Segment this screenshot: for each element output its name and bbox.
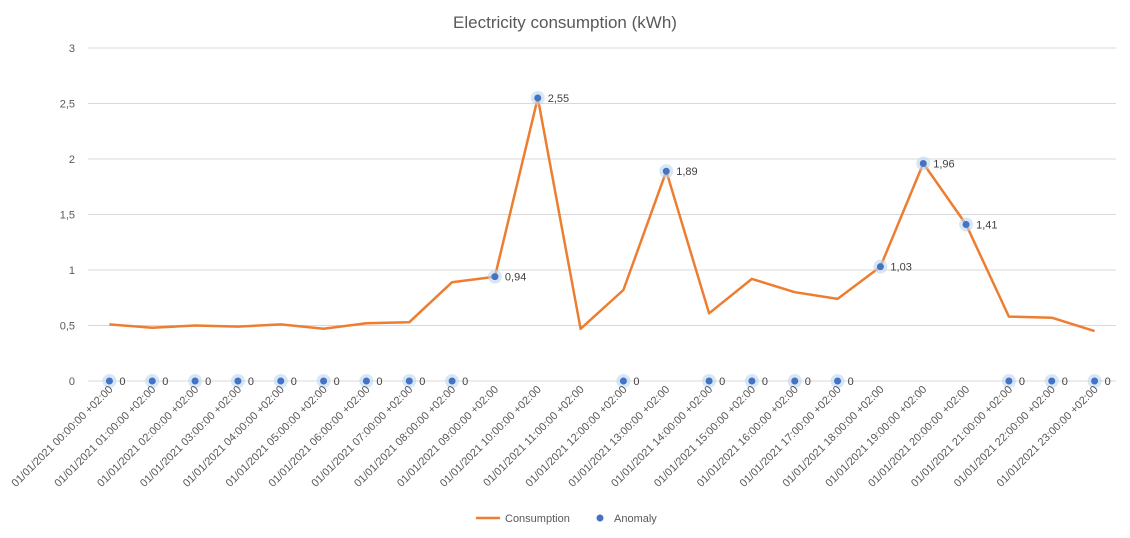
anomaly-data-label: 1,41 bbox=[976, 219, 997, 231]
y-tick-label: 2,5 bbox=[60, 99, 75, 111]
anomaly-point bbox=[1005, 377, 1013, 385]
anomaly-point bbox=[491, 273, 499, 281]
anomaly-point bbox=[448, 377, 456, 385]
anomaly-data-label: 0 bbox=[762, 376, 768, 388]
y-axis-tick-labels: 0 0,5 1 1,5 2 2,5 3 bbox=[60, 43, 75, 388]
anomaly-point bbox=[1048, 377, 1056, 385]
chart-title: Electricity consumption (kWh) bbox=[453, 13, 677, 32]
anomaly-data-label: 0 bbox=[1105, 376, 1111, 388]
consumption-series bbox=[109, 96, 1095, 333]
anomaly-point bbox=[919, 159, 927, 167]
anomaly-data-label: 0 bbox=[119, 376, 125, 388]
anomaly-point bbox=[277, 377, 285, 385]
anomaly-data-label: 1,89 bbox=[676, 166, 697, 178]
anomaly-data-label: 0 bbox=[633, 376, 639, 388]
legend-consumption-label: Consumption bbox=[505, 513, 570, 525]
legend: Consumption Anomaly bbox=[476, 513, 657, 525]
anomaly-point bbox=[148, 377, 156, 385]
anomaly-data-label: 2,55 bbox=[548, 93, 569, 105]
anomaly-point bbox=[534, 94, 542, 102]
y-tick-label: 3 bbox=[69, 43, 75, 55]
consumption-line bbox=[109, 96, 1095, 333]
anomaly-data-label: 0 bbox=[462, 376, 468, 388]
anomaly-data-label: 0 bbox=[376, 376, 382, 388]
anomaly-data-label: 0 bbox=[1062, 376, 1068, 388]
y-tick-label: 1,5 bbox=[60, 210, 75, 222]
anomaly-point bbox=[105, 377, 113, 385]
anomaly-point bbox=[405, 377, 413, 385]
anomaly-data-label: 1,96 bbox=[933, 158, 954, 170]
anomaly-point bbox=[748, 377, 756, 385]
anomaly-series bbox=[102, 90, 1102, 388]
anomaly-point bbox=[962, 220, 970, 228]
y-tick-label: 0 bbox=[69, 376, 75, 388]
anomaly-point bbox=[320, 377, 328, 385]
anomaly-data-label: 0 bbox=[162, 376, 168, 388]
anomaly-data-label: 0 bbox=[334, 376, 340, 388]
anomaly-data-label: 0,94 bbox=[505, 272, 526, 284]
anomaly-point bbox=[234, 377, 242, 385]
y-tick-label: 0,5 bbox=[60, 321, 75, 333]
anomaly-data-label: 0 bbox=[1019, 376, 1025, 388]
anomaly-data-label: 0 bbox=[719, 376, 725, 388]
y-tick-label: 2 bbox=[69, 154, 75, 166]
y-tick-label: 1 bbox=[69, 265, 75, 277]
anomaly-point bbox=[834, 377, 842, 385]
anomaly-point bbox=[191, 377, 199, 385]
anomaly-point bbox=[662, 167, 670, 175]
anomaly-point bbox=[1091, 377, 1099, 385]
gridlines bbox=[88, 47, 1116, 382]
anomaly-data-label: 0 bbox=[291, 376, 297, 388]
anomaly-point bbox=[791, 377, 799, 385]
anomaly-point bbox=[619, 377, 627, 385]
anomaly-data-label: 1,03 bbox=[890, 262, 911, 274]
anomaly-point bbox=[705, 377, 713, 385]
anomaly-data-label: 0 bbox=[248, 376, 254, 388]
anomaly-data-label: 0 bbox=[419, 376, 425, 388]
anomaly-data-label: 0 bbox=[805, 376, 811, 388]
anomaly-data-label: 0 bbox=[205, 376, 211, 388]
legend-anomaly-label: Anomaly bbox=[614, 513, 657, 525]
anomaly-point bbox=[362, 377, 370, 385]
legend-anomaly-swatch bbox=[596, 514, 604, 522]
anomaly-data-label: 0 bbox=[848, 376, 854, 388]
data-labels: 0 0 0 0 0 0 0 0 0 0,94 2,55 0 1,89 0 0 0 0 1,03 1,96 1,41 0 0… bbox=[119, 93, 1110, 388]
anomaly-point bbox=[876, 263, 884, 271]
